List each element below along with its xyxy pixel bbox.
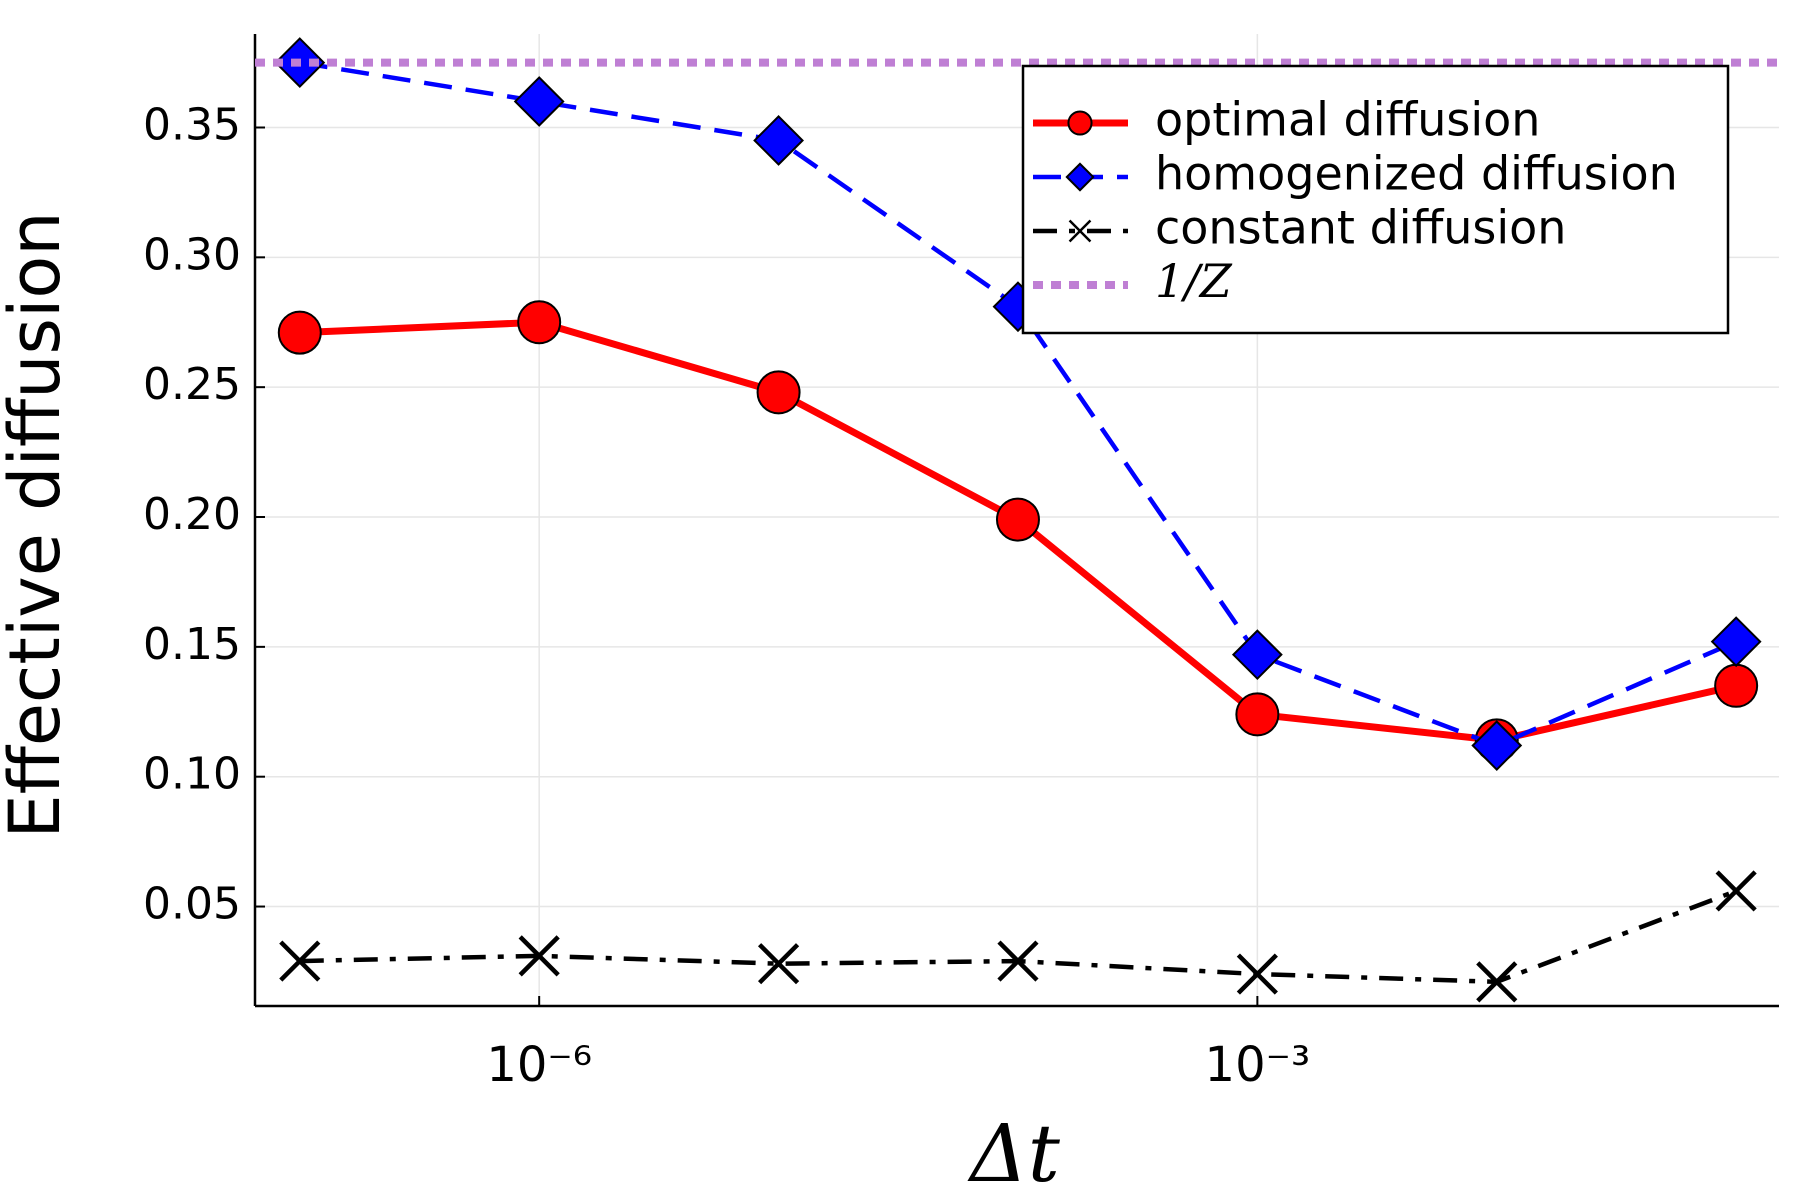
series-line (299, 888, 1737, 985)
marker (518, 935, 560, 977)
marker (1715, 870, 1757, 912)
marker (1068, 219, 1092, 243)
marker (1067, 110, 1093, 136)
marker (995, 497, 1040, 542)
marker (277, 310, 322, 355)
y-tick-label: 0.05 (143, 879, 241, 930)
legend-box (1021, 64, 1730, 335)
marker (279, 940, 321, 982)
marker (997, 940, 1039, 982)
marker (1236, 953, 1278, 995)
legend-label: homogenized diffusion (1155, 147, 1678, 201)
marker (1476, 961, 1518, 1003)
y-tick-label: 0.30 (143, 229, 241, 280)
marker (1065, 162, 1095, 192)
marker (517, 300, 562, 345)
legend-label: 1/Z (1155, 254, 1233, 308)
marker (757, 943, 800, 985)
x-axis-label: Δt (967, 1107, 1061, 1200)
legend-label: optimal diffusion (1155, 93, 1540, 147)
y-tick-label: 0.15 (143, 619, 241, 670)
x-tick-label: 10⁻³ (1205, 1037, 1311, 1093)
y-tick-label: 0.25 (143, 359, 241, 410)
y-tick-label: 0.35 (143, 99, 241, 150)
y-tick-label: 0.20 (143, 489, 241, 540)
y-tick-label: 0.10 (143, 749, 241, 800)
marker (513, 76, 565, 127)
marker (753, 115, 804, 166)
marker (1471, 720, 1523, 771)
legend-label: constant diffusion (1155, 201, 1566, 255)
x-tick-label: 10⁻⁶ (486, 1037, 592, 1093)
marker (1714, 663, 1759, 708)
marker (1235, 692, 1280, 737)
marker (756, 370, 801, 415)
marker (1710, 616, 1762, 668)
marker (1231, 629, 1283, 681)
y-axis-label: Effective diffusion (0, 211, 76, 838)
